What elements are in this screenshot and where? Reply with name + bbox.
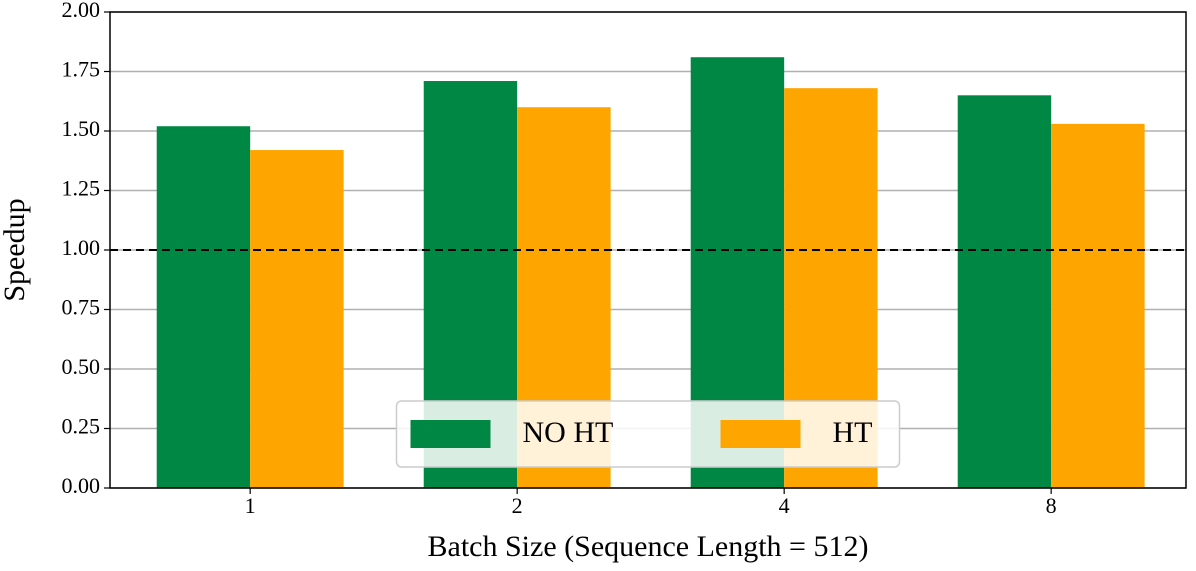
bar — [957, 95, 1052, 489]
legend: NO HT HT — [395, 400, 901, 468]
bar — [1051, 123, 1145, 489]
legend-label: NO HT — [523, 416, 614, 449]
y-tick-label: 1.75 — [62, 57, 101, 82]
y-tick-label: 0.25 — [62, 414, 101, 439]
x-tick-label: 2 — [512, 493, 523, 518]
legend-label: HT — [833, 416, 873, 449]
bar — [250, 150, 344, 489]
y-tick-label: 2.00 — [62, 0, 101, 22]
legend-swatch — [410, 420, 491, 448]
legend-box — [395, 400, 901, 468]
y-axis-label: Speedup — [0, 198, 31, 301]
x-tick-label: 8 — [1046, 493, 1057, 518]
y-tick-label: 0.00 — [62, 473, 101, 498]
y-tick-label: 1.50 — [62, 116, 101, 141]
legend-swatch — [720, 420, 801, 448]
y-tick-label: 1.25 — [62, 176, 101, 201]
plot-frame — [109, 11, 1187, 489]
bar — [156, 126, 251, 489]
y-tick-label: 1.00 — [62, 235, 101, 260]
x-tick-label: 1 — [245, 493, 256, 518]
x-tick-label: 4 — [779, 493, 790, 518]
x-axis-label: Batch Size (Sequence Length = 512) — [428, 530, 869, 563]
y-tick-label: 0.75 — [62, 295, 101, 320]
y-tick-label: 0.50 — [62, 354, 101, 379]
